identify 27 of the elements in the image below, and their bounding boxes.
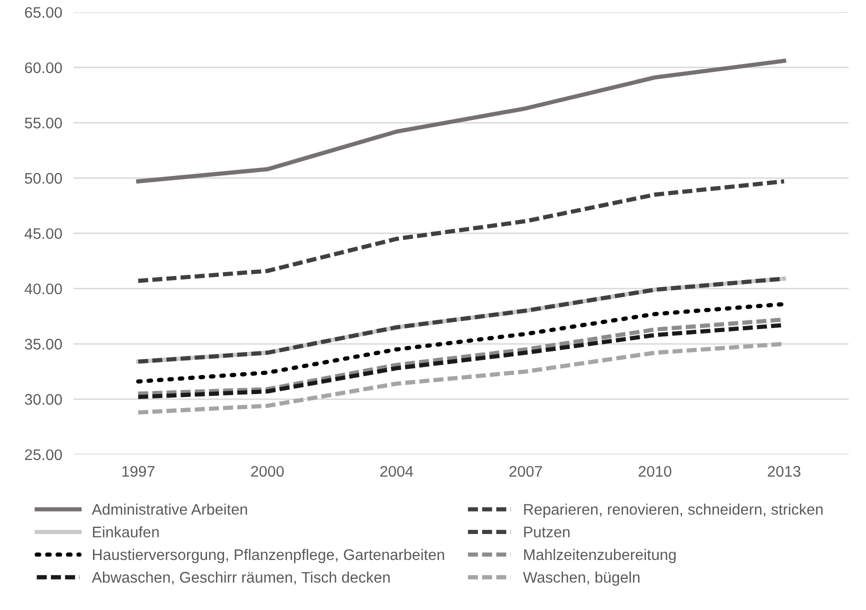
legend-label: Abwaschen, Geschirr räumen, Tisch decken [92,572,390,585]
x-tick-label: 2013 [768,466,800,477]
y-tick-label: 55.00 [24,118,62,128]
y-tick-label: 30.00 [24,394,62,405]
y-tick-label: 35.00 [24,338,62,350]
x-tick-label: 2007 [510,466,542,477]
x-tick-label: 2004 [380,466,414,477]
line-series [136,179,786,283]
line-series [136,58,786,184]
y-tick-label: 60.00 [25,62,62,74]
legend-label: Waschen, bügeln [523,572,640,586]
y-tick-label: 45.00 [24,228,62,240]
legend-label: Reparieren, renovieren, schneidern, stricken [524,504,823,518]
line-series [136,276,786,364]
y-tick-label: 65.00 [25,7,62,18]
legend-label: Putzen [524,526,570,538]
x-tick-label: 2010 [638,466,672,477]
y-tick-label: 25.00 [25,449,62,460]
x-tick-label: 2000 [251,466,284,477]
legend-label: Einkaufen [93,526,159,538]
legend-label: Haustierversorgung, Pflanzenpflege, Gartenarbeiten [93,548,444,564]
legend-label: Mahlzeitenzubereitung [524,548,676,564]
y-tick-label: 40.00 [24,283,62,294]
x-tick-label: 1997 [122,466,154,477]
y-tick-label: 50.00 [24,172,62,184]
legend-label: Administrative Arbeiten [92,504,248,515]
line-series [136,302,786,384]
